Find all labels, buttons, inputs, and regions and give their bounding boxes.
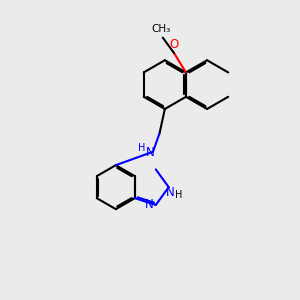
Text: H: H [175, 190, 182, 200]
Text: N: N [166, 186, 175, 199]
Text: H: H [138, 143, 146, 153]
Text: O: O [169, 38, 179, 51]
Text: N: N [145, 198, 154, 212]
Text: CH₃: CH₃ [152, 24, 171, 34]
Text: N: N [146, 146, 155, 159]
